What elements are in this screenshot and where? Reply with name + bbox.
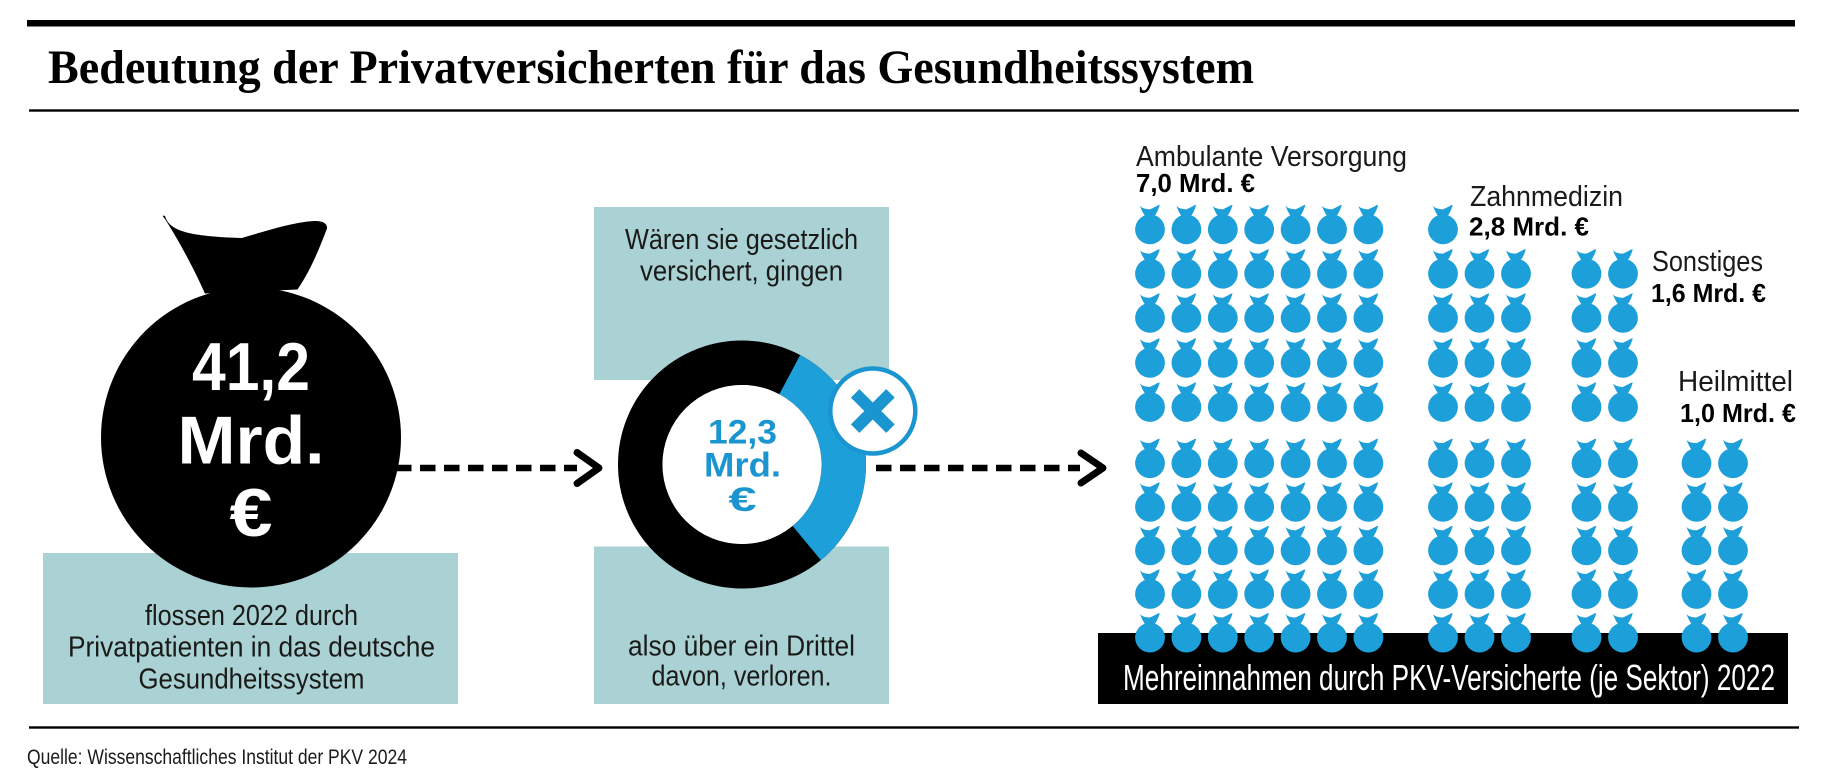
- svg-text:also über ein Drittel: also über ein Drittel: [628, 631, 855, 663]
- svg-text:12,3: 12,3: [708, 414, 777, 452]
- svg-text:€: €: [230, 475, 273, 551]
- svg-text:Wären sie gesetzlich: Wären sie gesetzlich: [625, 224, 858, 256]
- svg-text:€: €: [729, 481, 757, 519]
- svg-text:Zahnmedizin: Zahnmedizin: [1470, 181, 1623, 213]
- svg-text:7,0 Mrd. €: 7,0 Mrd. €: [1136, 168, 1255, 198]
- svg-text:versichert, gingen: versichert, gingen: [640, 256, 843, 288]
- svg-text:davon, verloren.: davon, verloren.: [652, 661, 832, 693]
- svg-text:Mrd.: Mrd.: [704, 447, 781, 485]
- svg-text:41,2: 41,2: [192, 329, 310, 405]
- svg-text:Ambulante Versorgung: Ambulante Versorgung: [1136, 141, 1407, 173]
- svg-text:Bedeutung der Privatversichert: Bedeutung der Privatversicherten für das…: [48, 41, 1254, 94]
- svg-text:Mehreinnahmen durch PKV-Versic: Mehreinnahmen durch PKV-Versicherte (je …: [1123, 657, 1775, 698]
- svg-text:Gesundheitssystem: Gesundheitssystem: [139, 664, 365, 696]
- svg-text:Quelle: Wissenschaftliches Ins: Quelle: Wissenschaftliches Institut der …: [27, 746, 407, 769]
- svg-text:Privatpatienten in das deutsch: Privatpatienten in das deutsche: [68, 632, 435, 664]
- svg-text:Heilmittel: Heilmittel: [1678, 366, 1793, 398]
- svg-text:1,6 Mrd. €: 1,6 Mrd. €: [1651, 278, 1766, 308]
- svg-text:Mrd.: Mrd.: [178, 403, 325, 479]
- svg-text:1,0 Mrd. €: 1,0 Mrd. €: [1680, 398, 1796, 428]
- svg-text:2,8 Mrd. €: 2,8 Mrd. €: [1469, 212, 1589, 242]
- svg-text:flossen 2022 durch: flossen 2022 durch: [145, 600, 358, 632]
- svg-text:Sonstiges: Sonstiges: [1652, 246, 1763, 278]
